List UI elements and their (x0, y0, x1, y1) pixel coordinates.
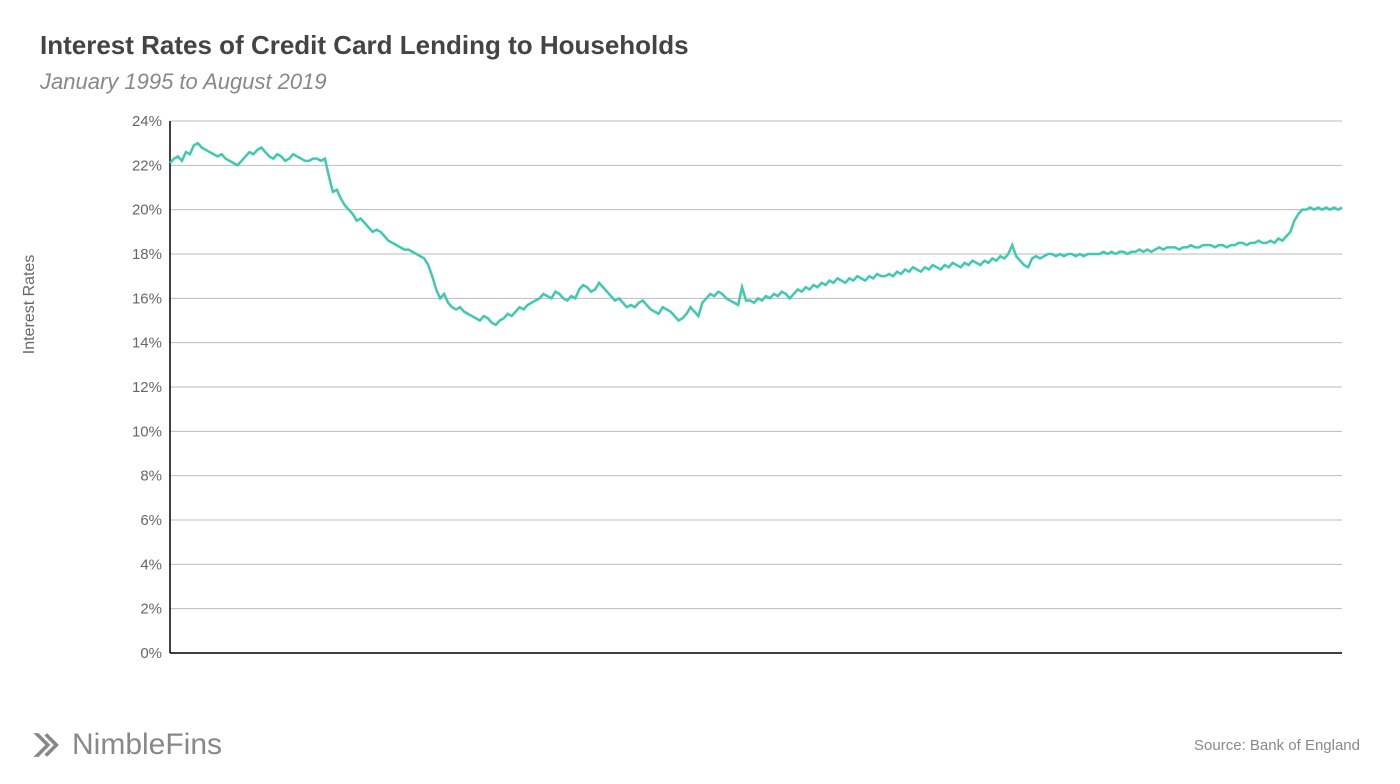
svg-text:24%: 24% (132, 115, 162, 130)
footer: NimbleFins Source: Bank of England (30, 728, 1360, 762)
chart-title: Interest Rates of Credit Card Lending to… (40, 30, 1360, 61)
svg-text:14%: 14% (132, 335, 162, 352)
svg-text:22%: 22% (132, 157, 162, 174)
svg-text:16%: 16% (132, 290, 162, 307)
source-text: Source: Bank of England (1194, 737, 1360, 754)
plot-area: 0% 2% 4% 6% 8% 10% 12% 14% 16% 18% 20% 22% 24% (120, 115, 1350, 665)
svg-text:4%: 4% (140, 556, 162, 573)
chart-subtitle: January 1995 to August 2019 (40, 69, 1360, 95)
svg-text:2%: 2% (140, 601, 162, 618)
brand: NimbleFins (30, 728, 222, 762)
brand-text: NimbleFins (72, 728, 222, 762)
svg-text:18%: 18% (132, 246, 162, 263)
svg-text:0%: 0% (140, 645, 162, 662)
svg-text:20%: 20% (132, 202, 162, 219)
chart-svg: 0% 2% 4% 6% 8% 10% 12% 14% 16% 18% 20% 22% 24% (120, 115, 1350, 665)
svg-text:10%: 10% (132, 423, 162, 440)
svg-text:6%: 6% (140, 512, 162, 529)
y-axis-label: Interest Rates (21, 255, 39, 355)
chart-container: Interest Rates 0%2%4%6%8%10%12%14%16%18%… (40, 115, 1360, 675)
svg-text:12%: 12% (132, 379, 162, 396)
brand-icon (30, 728, 64, 762)
svg-text:8%: 8% (140, 468, 162, 485)
